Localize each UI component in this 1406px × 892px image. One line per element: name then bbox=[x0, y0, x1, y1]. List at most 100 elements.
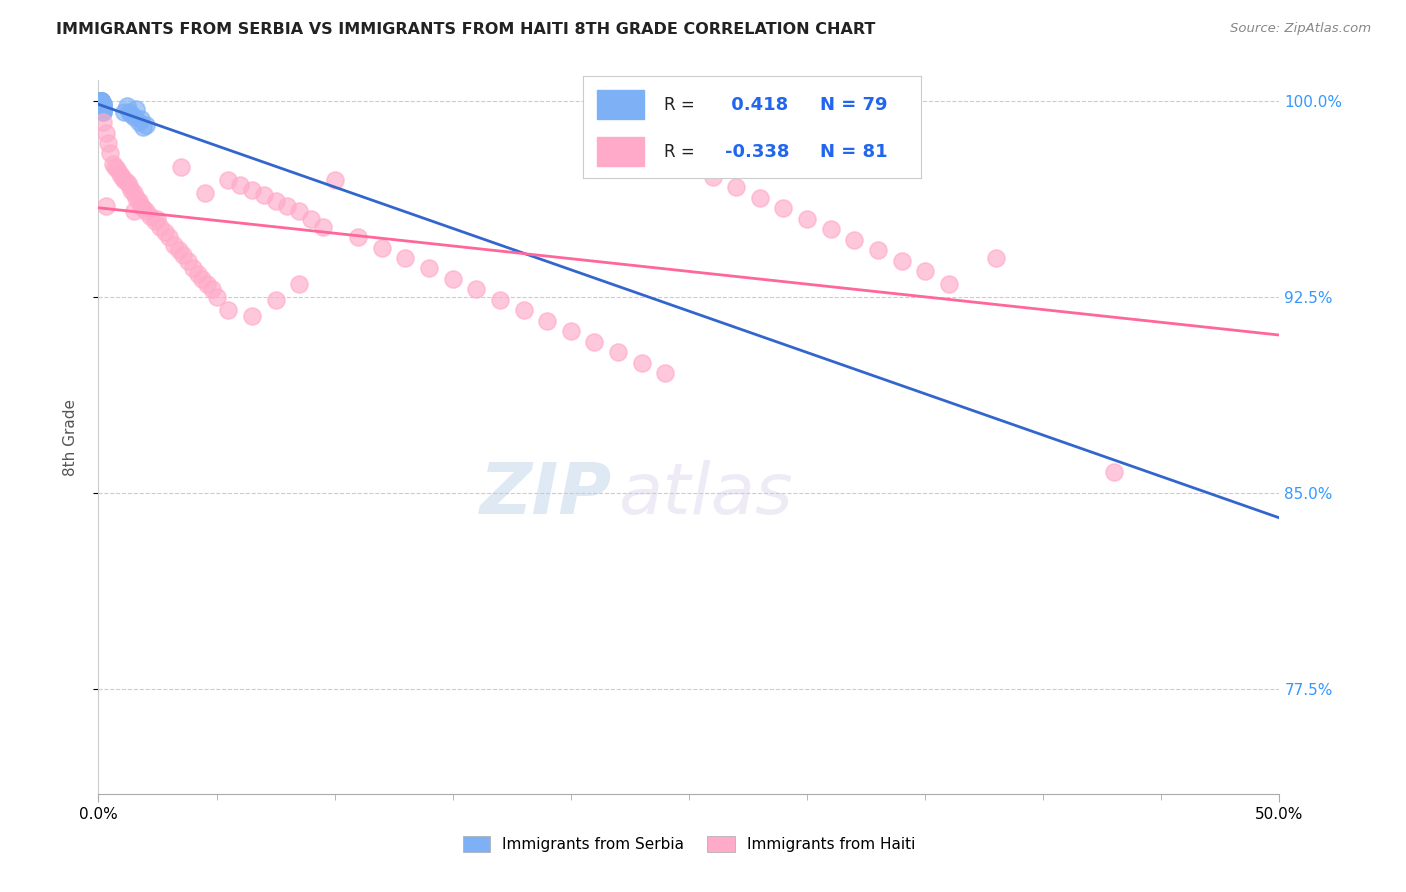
Point bbox=[108, 167, 131, 181]
Point bbox=[984, 251, 1007, 265]
Point bbox=[91, 96, 114, 111]
Point bbox=[607, 345, 630, 359]
Point bbox=[172, 248, 194, 262]
Point bbox=[748, 191, 770, 205]
Point bbox=[90, 96, 112, 111]
Point bbox=[264, 293, 287, 307]
Point bbox=[125, 191, 148, 205]
Point bbox=[121, 183, 143, 197]
Point bbox=[194, 186, 217, 200]
FancyBboxPatch shape bbox=[598, 137, 644, 166]
Point bbox=[938, 277, 960, 292]
Point bbox=[512, 303, 534, 318]
Point bbox=[125, 102, 148, 116]
Point bbox=[418, 261, 440, 276]
Point bbox=[105, 162, 128, 177]
Point bbox=[90, 94, 112, 108]
Point bbox=[1102, 466, 1125, 480]
Point bbox=[217, 172, 239, 186]
Point bbox=[177, 253, 200, 268]
Point bbox=[90, 102, 112, 116]
Point bbox=[90, 94, 112, 108]
Point bbox=[560, 324, 582, 338]
Point bbox=[90, 99, 112, 113]
Point bbox=[240, 183, 263, 197]
Point bbox=[90, 102, 112, 116]
Legend: Immigrants from Serbia, Immigrants from Haiti: Immigrants from Serbia, Immigrants from … bbox=[457, 830, 921, 858]
Point bbox=[90, 96, 112, 111]
Point bbox=[299, 211, 322, 226]
Point bbox=[91, 115, 114, 129]
Point bbox=[111, 169, 134, 184]
Point bbox=[167, 243, 190, 257]
Point bbox=[90, 94, 112, 108]
Point bbox=[128, 194, 150, 208]
Point bbox=[90, 99, 112, 113]
Point bbox=[122, 204, 145, 219]
Point bbox=[90, 94, 112, 108]
Text: IMMIGRANTS FROM SERBIA VS IMMIGRANTS FROM HAITI 8TH GRADE CORRELATION CHART: IMMIGRANTS FROM SERBIA VS IMMIGRANTS FRO… bbox=[56, 22, 876, 37]
Point bbox=[90, 94, 112, 108]
Point bbox=[90, 99, 112, 113]
Point bbox=[128, 115, 150, 129]
Point bbox=[90, 96, 112, 111]
Point bbox=[489, 293, 512, 307]
Point bbox=[312, 219, 335, 234]
Point bbox=[90, 99, 112, 113]
Text: -0.338: -0.338 bbox=[725, 143, 790, 161]
Point bbox=[536, 314, 558, 328]
Point bbox=[170, 160, 193, 174]
Point bbox=[394, 251, 416, 265]
Point bbox=[725, 180, 748, 194]
Point bbox=[135, 118, 157, 132]
Point bbox=[772, 202, 794, 216]
Point bbox=[90, 96, 112, 111]
Point bbox=[97, 136, 120, 150]
Point bbox=[90, 99, 112, 113]
Point bbox=[796, 211, 818, 226]
Point bbox=[90, 99, 112, 113]
Point bbox=[90, 94, 112, 108]
Point bbox=[217, 303, 239, 318]
Point bbox=[122, 110, 145, 124]
Point bbox=[90, 99, 112, 113]
Point bbox=[630, 355, 652, 369]
Point bbox=[129, 199, 152, 213]
Point bbox=[191, 272, 214, 286]
Point bbox=[90, 96, 112, 111]
Point bbox=[112, 104, 135, 119]
Text: atlas: atlas bbox=[619, 459, 793, 529]
Point bbox=[118, 104, 141, 119]
Point bbox=[90, 96, 112, 111]
Point bbox=[820, 222, 842, 236]
Point bbox=[866, 243, 889, 257]
Point bbox=[91, 99, 114, 113]
Point bbox=[187, 267, 209, 281]
Point bbox=[104, 160, 127, 174]
Point bbox=[149, 219, 172, 234]
Point bbox=[90, 94, 112, 108]
Point bbox=[90, 96, 112, 111]
Point bbox=[90, 99, 112, 113]
Point bbox=[890, 253, 912, 268]
Point bbox=[465, 282, 488, 296]
Point bbox=[90, 96, 112, 111]
Point bbox=[163, 238, 186, 252]
Point bbox=[90, 96, 112, 111]
Point bbox=[94, 199, 117, 213]
Point bbox=[90, 99, 112, 113]
Text: N = 79: N = 79 bbox=[820, 95, 887, 113]
Point bbox=[91, 104, 114, 119]
Point bbox=[91, 96, 114, 111]
Point bbox=[90, 99, 112, 113]
Point bbox=[91, 104, 114, 119]
Point bbox=[90, 94, 112, 108]
Point bbox=[90, 102, 112, 116]
Point bbox=[90, 96, 112, 111]
Point bbox=[441, 272, 464, 286]
Point bbox=[201, 282, 224, 296]
Point bbox=[90, 102, 112, 116]
Point bbox=[90, 99, 112, 113]
Point bbox=[276, 199, 298, 213]
Point bbox=[654, 366, 676, 380]
